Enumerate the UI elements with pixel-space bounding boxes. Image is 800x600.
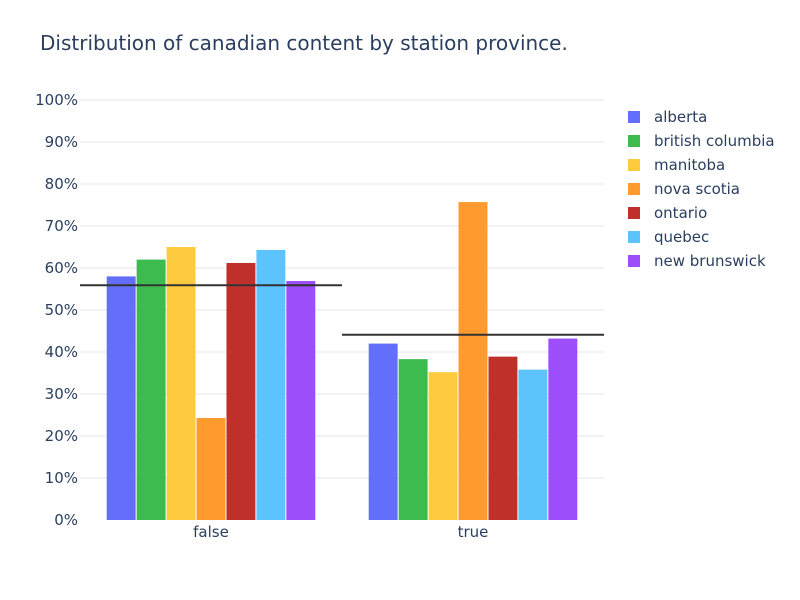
legend-swatch (628, 231, 640, 243)
legend-label: british columbia (654, 132, 775, 150)
legend-swatch (628, 135, 640, 147)
bar-alberta-false[interactable] (106, 276, 136, 520)
legend-item-alberta[interactable]: alberta (628, 108, 707, 126)
legend-label: nova scotia (654, 180, 740, 198)
legend-swatch (628, 111, 640, 123)
y-axis-ticks: 0% 10% 20% 30% 40% 50% 60% 70% 80% 90% 100% (35, 91, 78, 529)
legend-item-nova-scotia[interactable]: nova scotia (628, 180, 740, 198)
bar-quebec-true[interactable] (518, 369, 548, 520)
y-tick-label: 20% (45, 427, 78, 445)
y-tick-label: 0% (54, 511, 78, 529)
y-tick-label: 90% (45, 133, 78, 151)
legend-item-ontario[interactable]: ontario (628, 204, 707, 222)
y-tick-label: 60% (45, 259, 78, 277)
legend-swatch (628, 159, 640, 171)
legend-label: quebec (654, 228, 709, 246)
legend-label: new brunswick (654, 252, 766, 270)
legend-item-new-brunswick[interactable]: new brunswick (628, 252, 766, 270)
legend-label: ontario (654, 204, 707, 222)
reference-lines (80, 284, 604, 336)
bar-manitoba-false[interactable] (166, 247, 196, 520)
bar-nova-scotia-false[interactable] (196, 417, 226, 520)
legend-swatch (628, 255, 640, 267)
bar-ontario-true[interactable] (488, 356, 518, 520)
x-tick-label: true (458, 523, 489, 541)
chart-title: Distribution of canadian content by stat… (40, 31, 568, 55)
legend-item-manitoba[interactable]: manitoba (628, 156, 725, 174)
legend-label: manitoba (654, 156, 725, 174)
y-tick-label: 100% (35, 91, 78, 109)
bar-nova-scotia-true[interactable] (458, 202, 488, 520)
y-tick-label: 70% (45, 217, 78, 235)
bar-quebec-false[interactable] (256, 249, 286, 520)
legend-swatch (628, 207, 640, 219)
bars (106, 202, 578, 520)
bar-manitoba-true[interactable] (428, 372, 458, 520)
y-tick-label: 80% (45, 175, 78, 193)
y-tick-label: 50% (45, 301, 78, 319)
legend[interactable]: alberta british columbia manitoba nova scot… (628, 108, 775, 270)
bar-alberta-true[interactable] (368, 343, 398, 520)
legend-item-british-columbia[interactable]: british columbia (628, 132, 775, 150)
bar-new-brunswick-true[interactable] (548, 338, 578, 520)
legend-label: alberta (654, 108, 707, 126)
bar-new-brunswick-false[interactable] (286, 281, 316, 520)
legend-swatch (628, 183, 640, 195)
x-axis-ticks: false true (193, 523, 488, 541)
y-tick-label: 40% (45, 343, 78, 361)
legend-item-quebec[interactable]: quebec (628, 228, 709, 246)
y-tick-label: 30% (45, 385, 78, 403)
x-tick-label: false (193, 523, 229, 541)
bar-british-columbia-false[interactable] (136, 259, 166, 520)
bar-ontario-false[interactable] (226, 262, 256, 520)
y-tick-label: 10% (45, 469, 78, 487)
bar-british-columbia-true[interactable] (398, 359, 428, 520)
